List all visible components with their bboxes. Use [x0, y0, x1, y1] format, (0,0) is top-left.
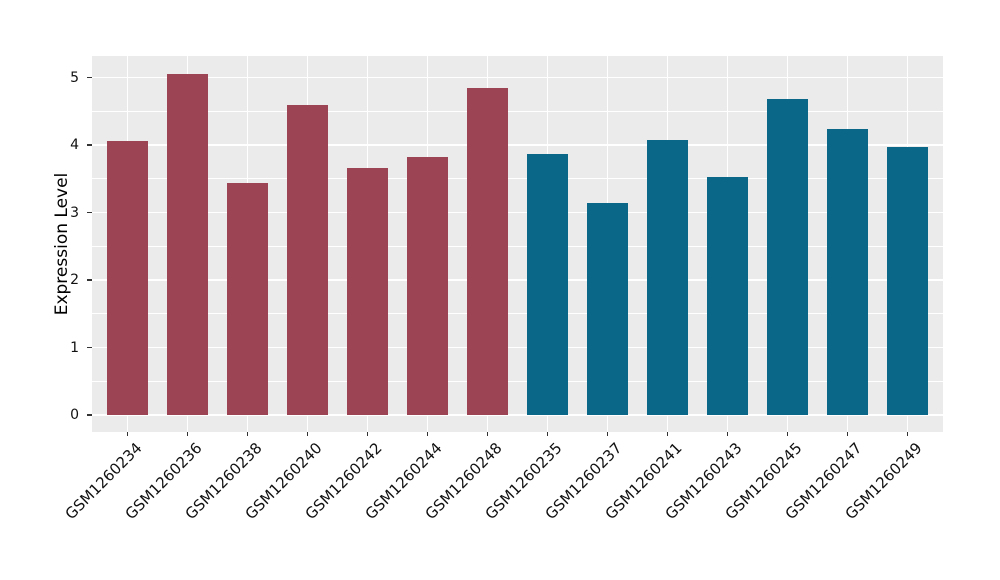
bar-GSM1260234 — [107, 140, 149, 415]
x-tick-mark — [907, 432, 909, 436]
x-tick-mark — [787, 432, 789, 436]
plot-area — [92, 56, 943, 432]
bar-GSM1260248 — [467, 88, 509, 415]
x-tick-mark — [307, 432, 309, 436]
bar-GSM1260236 — [167, 74, 209, 415]
y-tick-label: 2 — [70, 272, 79, 288]
x-tick-mark — [487, 432, 489, 436]
major-gridline — [92, 414, 943, 416]
y-tick-label: 4 — [70, 137, 79, 153]
minor-gridline — [92, 380, 943, 382]
x-tick-mark — [847, 432, 849, 436]
bar-GSM1260244 — [407, 157, 449, 415]
x-tick-mark — [727, 432, 729, 436]
x-tick-mark — [607, 432, 609, 436]
x-tick-mark — [367, 432, 369, 436]
bar-GSM1260241 — [647, 140, 689, 415]
x-tick-mark — [127, 432, 129, 436]
x-tick-mark — [247, 432, 249, 436]
major-gridline — [92, 279, 943, 281]
y-tick-mark — [87, 279, 92, 281]
x-tick-mark — [427, 432, 429, 436]
bar-GSM1260240 — [287, 105, 329, 415]
y-tick-label: 5 — [70, 69, 79, 86]
y-tick-mark — [87, 346, 92, 349]
major-gridline — [92, 76, 943, 79]
x-tick-mark — [187, 432, 189, 436]
y-tick-mark — [87, 76, 92, 79]
minor-gridline — [92, 245, 943, 247]
minor-gridline — [92, 178, 943, 180]
y-tick-label: 1 — [70, 339, 79, 356]
y-tick-label: 3 — [70, 204, 79, 221]
y-axis-title: Expression Level — [52, 172, 72, 316]
bar-GSM1260238 — [227, 183, 269, 415]
y-tick-mark — [87, 144, 92, 146]
minor-gridline — [92, 313, 943, 315]
major-gridline — [92, 346, 943, 349]
bar-GSM1260247 — [827, 129, 869, 415]
bar-GSM1260235 — [527, 153, 569, 415]
bar-GSM1260249 — [887, 147, 929, 415]
x-tick-mark — [547, 432, 549, 436]
x-tick-mark — [667, 432, 669, 436]
major-gridline — [92, 211, 943, 214]
minor-gridline — [92, 110, 943, 112]
major-gridline — [92, 144, 943, 146]
bar-GSM1260237 — [587, 203, 629, 415]
bar-GSM1260245 — [767, 99, 809, 415]
y-tick-label: 0 — [70, 407, 79, 423]
y-tick-mark — [87, 414, 92, 416]
y-tick-mark — [87, 211, 92, 214]
bar-GSM1260242 — [347, 167, 389, 415]
bar-GSM1260243 — [707, 176, 749, 415]
